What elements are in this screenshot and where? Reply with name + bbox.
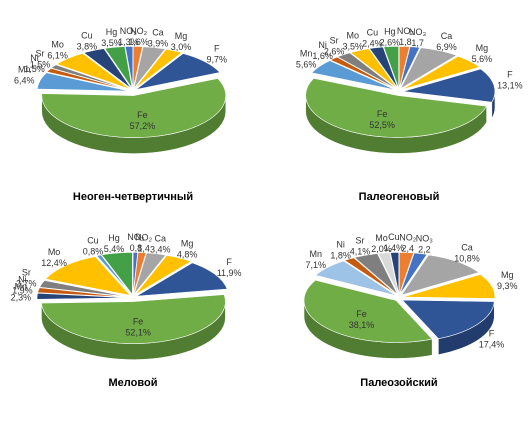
data-label: 10,8% — [454, 254, 480, 264]
slice-name: Mg — [181, 238, 194, 248]
slice-name: Sr — [36, 49, 45, 59]
data-label: 2,7% — [16, 278, 37, 288]
chart-title: Палеогеновый — [359, 191, 440, 203]
data-label: 52,1% — [125, 327, 151, 337]
slice-name: Mo — [51, 39, 64, 49]
chart-title: Неоген-четвертичный — [73, 191, 193, 203]
data-label: 4,1% — [350, 246, 371, 256]
slice-name: Mo — [48, 247, 61, 257]
slice-name: Sr — [330, 36, 339, 46]
slice-name: F — [226, 257, 232, 267]
data-label: 3,8% — [77, 42, 98, 52]
data-label: 1,4% — [384, 243, 405, 253]
slice-name: Hg — [106, 27, 118, 37]
data-label: 2,2 — [418, 244, 431, 254]
data-label: 0,8% — [83, 247, 104, 257]
slice-name: Mo — [375, 233, 388, 243]
data-label: 5,6% — [296, 60, 317, 70]
data-label: 3,4% — [150, 245, 171, 255]
data-label: 6,1% — [47, 50, 68, 60]
data-label: 5,6% — [472, 54, 493, 64]
data-label: 38,1% — [349, 320, 375, 330]
pie: NO₂1,8NO₃1,7Ca6,9%Mg5,6%F13,1%Fe52,5%Mn5… — [296, 26, 523, 153]
slice-name: F — [489, 328, 495, 338]
data-label: 57,2% — [130, 121, 156, 131]
data-label: 5,4% — [104, 244, 125, 254]
data-label: 3,0% — [171, 42, 192, 52]
slice-name: Fe — [356, 309, 367, 319]
data-label: 11,9% — [217, 268, 242, 278]
slice-name: NO₃ — [416, 233, 434, 243]
slice-name: F — [507, 70, 513, 80]
data-label: 1,3% — [118, 37, 139, 47]
slice-name: Mn — [300, 49, 313, 59]
slice-name: NO₃ — [409, 27, 427, 37]
data-label: 1,5% — [30, 60, 51, 70]
data-label: 7,1% — [305, 260, 326, 270]
data-label: 2,6% — [380, 37, 401, 47]
pie-tops — [304, 252, 495, 342]
slice-name: Cu — [87, 236, 99, 246]
slice-name: Cu — [388, 232, 400, 242]
slice-name: Sr — [356, 235, 365, 245]
data-label: 52,5% — [369, 120, 395, 130]
data-label: 1,7 — [411, 38, 424, 48]
slice-name: Mg — [501, 270, 514, 280]
pie-tops — [306, 46, 495, 137]
data-label: 1,8% — [330, 251, 351, 261]
slice-name: Ca — [461, 243, 473, 253]
data-label: 12,4% — [41, 258, 67, 268]
slice-name: NO₂ — [399, 232, 417, 242]
slice-name: Hg — [108, 233, 120, 243]
slice-name: Mn — [309, 249, 322, 259]
slice-name: F — [214, 43, 220, 53]
slice-name: Sr — [22, 267, 31, 277]
pie: NO₂1,6%Ca3,9%Mg3,0%F9,7%Fe57,2%Mn6,4%Ni1… — [14, 26, 227, 153]
data-label: 6,4% — [14, 76, 35, 86]
slice-name: NO₃ — [120, 26, 138, 36]
pie: NO₃0,8NO₂1,4Ca3,4%Mg4,8%F11,9%Fe52,1%Mn2… — [11, 232, 242, 359]
chart-title: Меловой — [109, 377, 158, 389]
slice-name: Ca — [152, 27, 164, 37]
slice-name: Ca — [154, 234, 166, 244]
data-label: 17,4% — [479, 339, 505, 349]
slice-name: Mo — [347, 31, 360, 41]
slice-name: Fe — [377, 109, 388, 119]
slice-name: Ca — [441, 31, 453, 41]
slice-name: Fe — [133, 316, 144, 326]
data-label: 2,6% — [324, 47, 345, 57]
data-label: 4,8% — [177, 249, 198, 259]
slice-name: Hg — [384, 26, 396, 36]
data-label: 1,8 — [399, 37, 412, 47]
data-label: 3,9% — [148, 38, 169, 48]
data-label: 3,5% — [343, 42, 364, 52]
slice-name: Cu — [367, 28, 379, 38]
slice-name: Mg — [476, 43, 489, 53]
data-label: 9,3% — [497, 281, 518, 291]
slice-name: NO₂ — [135, 232, 153, 242]
slice-name: Mg — [175, 31, 188, 41]
slice-name: Ni — [336, 240, 345, 250]
data-label: 13,1% — [497, 81, 523, 91]
data-label: 6,9% — [436, 42, 457, 52]
data-label: 9,7% — [207, 54, 228, 64]
data-label: 1,4 — [137, 243, 150, 253]
slice-name: Cu — [81, 31, 93, 41]
chart-title: Палеозойский — [360, 377, 437, 389]
slice-name: Fe — [137, 110, 148, 120]
